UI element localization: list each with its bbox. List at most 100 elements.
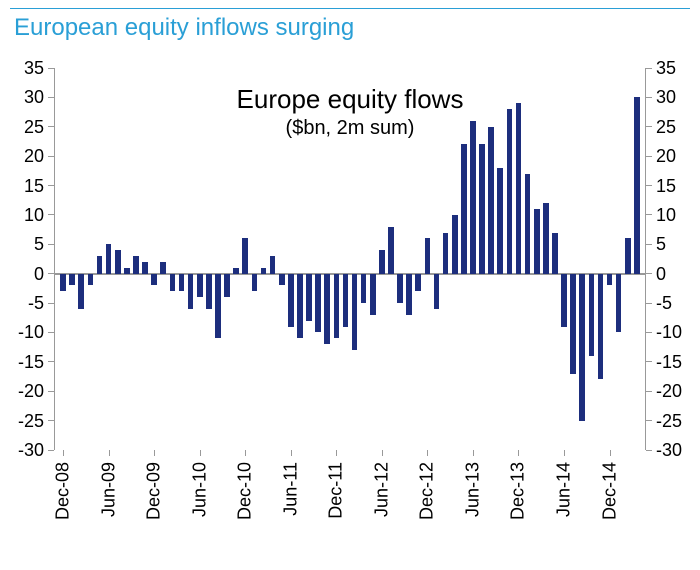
bar	[124, 268, 130, 274]
y-tick	[646, 303, 652, 304]
x-tick-label: Jun-14	[554, 462, 575, 517]
bar	[297, 274, 303, 339]
bar	[434, 274, 440, 309]
y-tick-label: -10	[656, 322, 682, 343]
bar	[634, 97, 640, 273]
y-tick-label: 25	[24, 117, 44, 138]
y-tick	[48, 391, 54, 392]
y-tick	[646, 214, 652, 215]
page-title: European equity inflows surging	[14, 14, 354, 42]
x-tick-label: Jun-10	[189, 462, 210, 517]
y-tick	[48, 273, 54, 274]
bar	[60, 274, 66, 292]
x-tick-label: Jun-11	[280, 462, 301, 516]
bar	[151, 274, 157, 286]
y-tick	[646, 68, 652, 69]
x-tick	[200, 450, 201, 456]
y-tick-label: -5	[656, 293, 672, 314]
bar	[443, 233, 449, 274]
y-tick	[646, 361, 652, 362]
plot-area: -30-30-25-25-20-20-15-15-10-10-5-5005510…	[54, 68, 646, 450]
bar	[379, 250, 385, 274]
x-tick-label: Jun-09	[98, 462, 119, 517]
bar	[397, 274, 403, 303]
bar	[106, 244, 112, 273]
x-tick	[382, 450, 383, 456]
y-tick-label: -15	[656, 352, 682, 373]
bar	[78, 274, 84, 309]
y-tick-label: -20	[656, 381, 682, 402]
y-tick	[646, 273, 652, 274]
y-tick-label: 0	[656, 264, 666, 285]
bar	[616, 274, 622, 333]
bar	[242, 238, 248, 273]
bar	[261, 268, 267, 274]
x-tick	[473, 450, 474, 456]
bar	[516, 103, 522, 273]
y-tick	[48, 420, 54, 421]
y-tick	[646, 391, 652, 392]
x-tick-label: Jun-12	[371, 462, 392, 517]
x-tick	[63, 450, 64, 456]
x-tick-label: Dec-10	[235, 462, 256, 520]
y-tick-label: 5	[656, 234, 666, 255]
y-tick-label: -25	[18, 411, 44, 432]
bar	[589, 274, 595, 356]
bar	[252, 274, 258, 292]
chart: Europe equity flows ($bn, 2m sum) -30-30…	[10, 60, 690, 560]
x-tick	[518, 450, 519, 456]
x-tick-label: Dec-11	[326, 462, 347, 519]
y-tick	[48, 185, 54, 186]
y-tick-label: 20	[24, 146, 44, 167]
y-tick-label: 30	[656, 87, 676, 108]
x-tick	[245, 450, 246, 456]
x-tick-label: Dec-09	[144, 462, 165, 520]
x-tick	[427, 450, 428, 456]
x-tick-label: Dec-14	[599, 462, 620, 520]
bar	[315, 274, 321, 333]
bar	[215, 274, 221, 339]
bar	[507, 109, 513, 274]
y-tick	[646, 420, 652, 421]
x-tick	[564, 450, 565, 456]
bar	[488, 127, 494, 274]
bar	[534, 209, 540, 274]
bar	[425, 238, 431, 273]
y-tick	[646, 450, 652, 451]
y-tick-label: 20	[656, 146, 676, 167]
bar	[324, 274, 330, 345]
bar	[170, 274, 176, 292]
y-tick-label: -30	[18, 440, 44, 461]
bar	[388, 227, 394, 274]
bar	[552, 233, 558, 274]
bars-container	[54, 68, 646, 450]
y-tick-label: -20	[18, 381, 44, 402]
y-tick-label: -5	[28, 293, 44, 314]
bar	[625, 238, 631, 273]
bar	[233, 268, 239, 274]
page: European equity inflows surging Europe e…	[0, 0, 700, 570]
bar	[160, 262, 166, 274]
y-tick	[48, 97, 54, 98]
bar	[306, 274, 312, 321]
y-tick-label: -10	[18, 322, 44, 343]
y-tick	[48, 126, 54, 127]
y-tick	[48, 214, 54, 215]
bar	[133, 256, 139, 274]
bar	[279, 274, 285, 286]
y-tick	[48, 156, 54, 157]
y-tick-label: 30	[24, 87, 44, 108]
bar	[288, 274, 294, 327]
y-tick-label: -25	[656, 411, 682, 432]
bar	[206, 274, 212, 309]
y-tick	[646, 156, 652, 157]
bar	[334, 274, 340, 339]
x-tick-label: Jun-13	[462, 462, 483, 517]
bar	[270, 256, 276, 274]
bar	[479, 144, 485, 273]
bar	[370, 274, 376, 315]
bar	[570, 274, 576, 374]
x-tick	[291, 450, 292, 456]
bar	[406, 274, 412, 315]
bar	[88, 274, 94, 286]
